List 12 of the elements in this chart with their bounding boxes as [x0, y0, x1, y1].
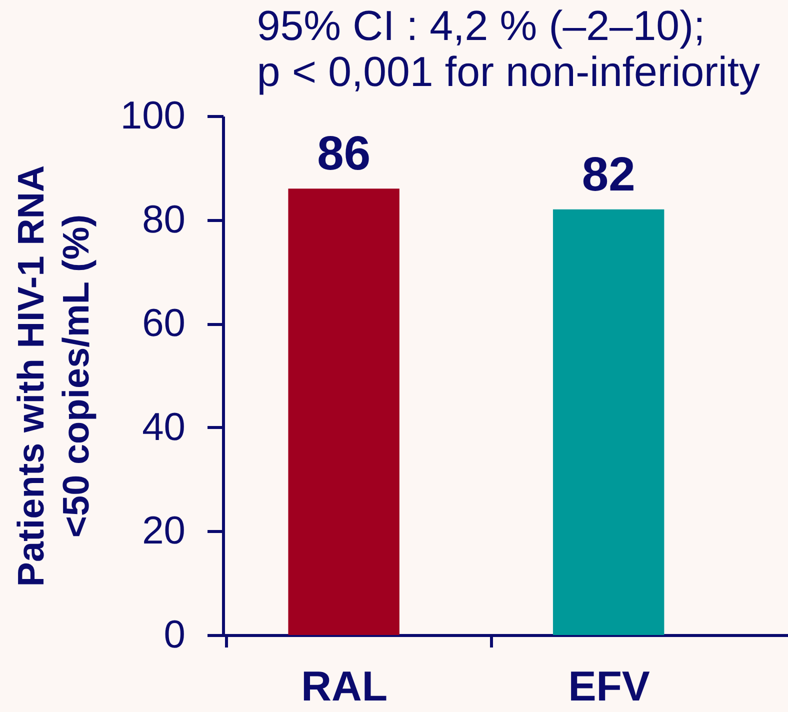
- y-tick-label: 80: [142, 198, 186, 242]
- y-tick-label: 0: [164, 614, 186, 656]
- y-tick-label: 20: [142, 510, 186, 553]
- y-tick-label: 60: [142, 302, 186, 346]
- data-label: 86: [317, 128, 371, 181]
- x-tick-label: RAL: [301, 662, 388, 710]
- y-tick-label: 40: [142, 406, 186, 449]
- y-tick-label: 100: [120, 94, 186, 138]
- data-label: 82: [582, 148, 636, 202]
- text: 95% CI : 4,2 % (–2–10); p < 0,001 for non-inferiority: [256, 2, 760, 95]
- x-tick-label: EFV: [568, 662, 650, 710]
- y-axis-title: Patients with HIV-1 RNA <50 copies/mL (%): [10, 165, 96, 587]
